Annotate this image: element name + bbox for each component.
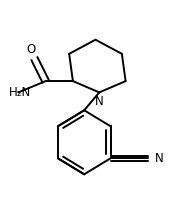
Text: N: N	[155, 152, 164, 165]
Text: N: N	[95, 95, 104, 108]
Text: H₂N: H₂N	[9, 86, 31, 99]
Text: O: O	[26, 43, 35, 56]
